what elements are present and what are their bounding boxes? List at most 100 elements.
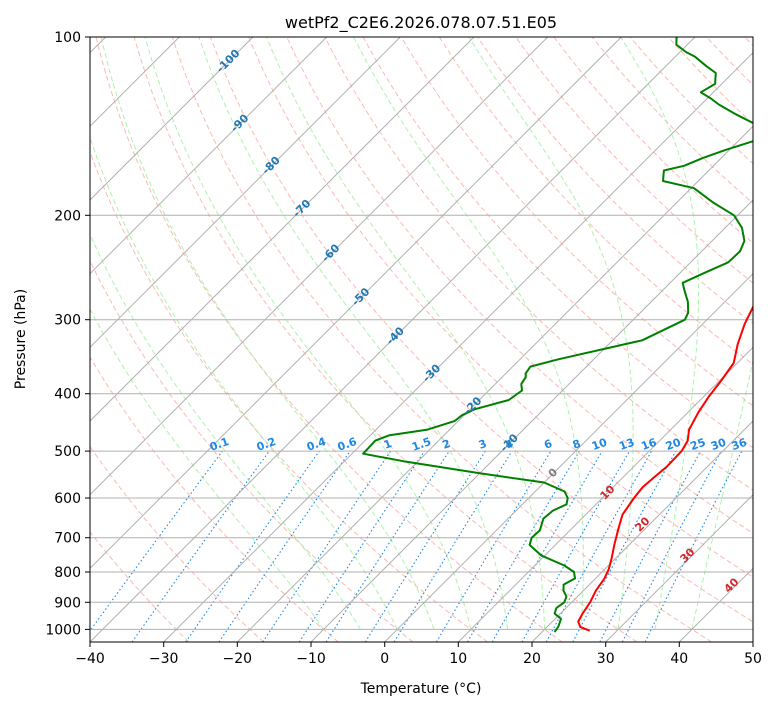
- mixing-ratio-line: [644, 450, 743, 642]
- y-tick-label: 200: [54, 208, 81, 224]
- dry-adiabat-line: [248, 37, 753, 578]
- dry-adiabat-line: [171, 37, 712, 642]
- x-tick-label: 50: [744, 651, 762, 667]
- mixing-ratio-label: 16: [639, 436, 658, 454]
- mixing-ratio-line: [521, 450, 630, 642]
- isotherm-line: [90, 37, 328, 275]
- mixing-ratio-line: [185, 450, 320, 642]
- mixing-ratio-label: 30: [709, 436, 728, 454]
- isotherm-line: [90, 37, 475, 422]
- plot-frame: [89, 36, 754, 643]
- x-tick-label: 10: [449, 651, 467, 667]
- moist-adiabat-line: [620, 37, 700, 630]
- mixing-ratio-label: 8: [571, 437, 583, 452]
- dry-adiabat-line: [477, 37, 753, 325]
- dry-adiabat-line: [324, 37, 753, 491]
- dry-adiabat-line: [362, 37, 753, 449]
- series-line-dewpoint: [362, 37, 753, 633]
- moist-adiabat-line: [90, 308, 324, 630]
- mixing-ratio-line: [218, 450, 351, 642]
- y-tick-label: 400: [54, 387, 81, 403]
- mixing-ratio-line: [298, 450, 425, 642]
- y-tick-label: 1000: [45, 622, 81, 638]
- mixing-ratio-line: [90, 450, 223, 632]
- y-tick-label: 900: [54, 595, 81, 611]
- dry-adiabat-line: [95, 37, 563, 642]
- mixing-ratio-line: [131, 450, 270, 642]
- mixing-ratio-label: 13: [617, 436, 636, 453]
- y-tick-label: 500: [54, 444, 81, 460]
- mixing-ratio-label: 3: [477, 437, 489, 452]
- mixing-ratio-label: 36: [730, 436, 749, 454]
- mixing-ratio-label: 0.6: [336, 435, 359, 454]
- grid-lines: [90, 37, 753, 642]
- axis-ticks: −40 −30 −20 −10 0 10 20 30 40 50 1000 900 800 700 600 5…: [45, 30, 762, 667]
- dry-adiabat-line: [553, 37, 753, 244]
- isotherm-line: [384, 272, 753, 642]
- isotherm-line: [605, 493, 753, 642]
- mixing-ratio-line: [393, 450, 513, 642]
- x-tick-label: 40: [670, 651, 688, 667]
- x-tick-label: −40: [75, 651, 105, 667]
- mixing-ratio-label: 0.1: [208, 435, 231, 454]
- dry-adiabat-line: [133, 37, 638, 642]
- isotherm-line: [310, 199, 753, 642]
- isotherm-line: [90, 37, 696, 642]
- isotherm-line: [90, 37, 549, 496]
- isotherm-line: [90, 37, 622, 570]
- mixing-ratio-label: 25: [688, 436, 707, 453]
- mixing-ratio-label: 1: [382, 437, 394, 452]
- series-layer: [362, 37, 753, 633]
- x-tick-label: −20: [223, 651, 253, 667]
- moist-adiabat-line: [90, 233, 361, 630]
- isotherm-line: [457, 346, 753, 642]
- x-axis-title: Temperature (°C): [360, 681, 482, 697]
- mixing-ratio-line: [262, 450, 392, 642]
- moist-adiabat-line: [198, 37, 509, 630]
- moist-adiabat-line: [468, 37, 634, 630]
- moist-adiabat-line: [691, 358, 753, 630]
- mixing-ratio-line: [545, 450, 653, 642]
- dry-adiabat-line: [629, 37, 753, 165]
- moist-adiabat-line: [90, 135, 398, 630]
- mixing-ratio-label: 10: [590, 436, 609, 454]
- moist-adiabat-line: [100, 37, 435, 630]
- x-tick-label: −10: [296, 651, 326, 667]
- isotherm-line: [90, 37, 401, 349]
- x-tick-label: 20: [523, 651, 541, 667]
- x-tick-label: 30: [597, 651, 615, 667]
- dry-adiabat-line: [90, 356, 339, 642]
- isotherm-line: [236, 125, 753, 642]
- dry-adiabat-line: [210, 37, 753, 623]
- mixing-ratio-label: 4: [503, 437, 515, 452]
- mixing-ratio-line: [572, 450, 677, 642]
- y-tick-label: 800: [54, 565, 81, 581]
- dry-adiabat-line: [90, 531, 190, 642]
- y-tick-label: 100: [54, 30, 81, 46]
- dry-adiabat-line: [438, 37, 753, 366]
- moist-adiabat-line: [353, 37, 584, 630]
- y-tick-label: 300: [54, 313, 81, 329]
- isotherm-line: [163, 51, 753, 642]
- series-line-temperature: [577, 305, 753, 632]
- y-tick-label: 700: [54, 531, 81, 547]
- mixing-ratio-label: 1.5: [410, 435, 433, 454]
- mixing-ratio-label: 0.2: [255, 435, 278, 454]
- y-tick-label: 600: [54, 491, 81, 507]
- x-tick-label: 0: [380, 651, 389, 667]
- moist-adiabat-line: [266, 37, 546, 630]
- x-tick-label: −30: [149, 651, 179, 667]
- mixing-ratio-label: 2: [441, 437, 453, 452]
- mixing-ratio-label: 6: [542, 437, 554, 452]
- y-axis-title: Pressure (hPa): [13, 289, 29, 389]
- dry-adiabat-line: [90, 259, 414, 642]
- mixing-ratio-label: 0.4: [305, 435, 328, 454]
- chart-title: wetPf2_C2E6.2026.078.07.51.E05: [285, 13, 557, 33]
- mixing-ratio-line: [325, 450, 450, 642]
- isotherm-line: [531, 420, 753, 642]
- dry-adiabat-line: [400, 37, 753, 407]
- isotherm-line: [90, 37, 254, 201]
